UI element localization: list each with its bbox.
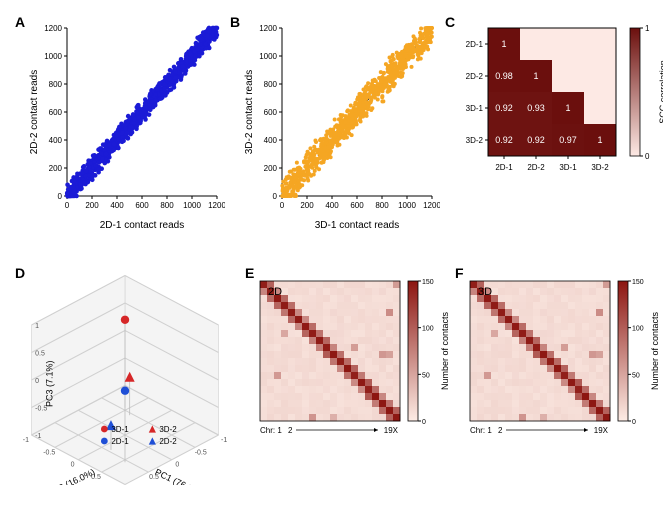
svg-text:0.98: 0.98 (495, 71, 513, 81)
svg-text:400: 400 (325, 201, 339, 210)
panel-E-heatmap: 2D Chr: 1 2 19X 0 50 100 150 Number of contacts (250, 275, 455, 475)
svg-text:3D-1: 3D-1 (466, 104, 484, 113)
panel-B-scatter: 00 200 200 400 400 600 600 800 800 1000 1000 1200 12… (240, 22, 440, 232)
svg-text:150: 150 (632, 279, 644, 286)
svg-text:3D-2: 3D-2 (466, 136, 484, 145)
svg-text:1200: 1200 (423, 201, 440, 210)
svg-text:Number of contacts: Number of contacts (440, 311, 450, 390)
svg-text:200: 200 (49, 164, 63, 173)
svg-text:0: 0 (632, 419, 636, 426)
svg-text:600: 600 (264, 108, 278, 117)
svg-text:PC2 (16.0%): PC2 (16.0%) (46, 467, 97, 485)
svg-text:PC3 (7.1%): PC3 (7.1%) (44, 360, 54, 407)
svg-text:3D: 3D (478, 286, 492, 298)
svg-text:0.93: 0.93 (527, 103, 545, 113)
svg-text:0: 0 (645, 152, 650, 161)
svg-text:200: 200 (264, 164, 278, 173)
svg-text:-1: -1 (23, 437, 29, 444)
svg-text:150: 150 (422, 279, 434, 286)
svg-text:1: 1 (501, 39, 506, 49)
svg-text:400: 400 (264, 136, 278, 145)
svg-text:3D-2: 3D-2 (159, 425, 177, 434)
svg-text:600: 600 (49, 108, 63, 117)
panel-label-B: B (230, 14, 240, 30)
svg-text:2D-1: 2D-1 (111, 437, 129, 446)
svg-text:1: 1 (565, 103, 570, 113)
svg-text:0: 0 (280, 201, 285, 210)
svg-text:2D-2 contact reads: 2D-2 contact reads (29, 70, 40, 155)
svg-text:0: 0 (65, 201, 70, 210)
svg-text:0: 0 (175, 462, 179, 469)
svg-text:1000: 1000 (44, 52, 62, 61)
svg-text:2D-2: 2D-2 (159, 437, 177, 446)
svg-text:3D-2: 3D-2 (591, 163, 609, 172)
svg-text:1200: 1200 (259, 24, 277, 33)
svg-text:2D-2: 2D-2 (466, 72, 484, 81)
svg-text:3D-1: 3D-1 (559, 163, 577, 172)
svg-text:600: 600 (135, 201, 149, 210)
svg-text:2D-1 contact reads: 2D-1 contact reads (100, 220, 185, 231)
svg-text:1000: 1000 (398, 201, 416, 210)
svg-text:Chr: 1: Chr: 1 (470, 426, 492, 435)
svg-text:2D: 2D (268, 286, 282, 298)
svg-text:1000: 1000 (259, 52, 277, 61)
svg-text:1200: 1200 (44, 24, 62, 33)
panel-C-heatmap: 1 0.98 1 0.92 0.93 1 0.92 0.92 0.97 1 2D-1 2D-2 3D-1… (448, 22, 663, 232)
svg-text:400: 400 (49, 136, 63, 145)
svg-text:400: 400 (110, 201, 124, 210)
svg-text:0.92: 0.92 (527, 135, 545, 145)
svg-text:800: 800 (264, 80, 278, 89)
svg-text:600: 600 (350, 201, 364, 210)
svg-text:0: 0 (71, 462, 75, 469)
svg-text:1: 1 (597, 135, 602, 145)
panel-F-heatmap: 3D Chr: 1 2 19X 0 50 100 150 Number of contacts (460, 275, 665, 475)
svg-text:-1: -1 (35, 433, 41, 440)
svg-text:2: 2 (498, 426, 503, 435)
svg-text:0.97: 0.97 (559, 135, 577, 145)
svg-text:SCC correlation: SCC correlation (658, 60, 663, 124)
svg-text:2D-1: 2D-1 (495, 163, 513, 172)
svg-text:0: 0 (58, 192, 63, 201)
svg-text:Chr: 1: Chr: 1 (260, 426, 282, 435)
svg-text:3D-2 contact reads: 3D-2 contact reads (244, 70, 255, 155)
svg-text:800: 800 (375, 201, 389, 210)
svg-text:0.92: 0.92 (495, 135, 513, 145)
svg-text:2: 2 (288, 426, 293, 435)
svg-text:0: 0 (273, 192, 278, 201)
svg-text:2D-1: 2D-1 (466, 40, 484, 49)
svg-text:-0.5: -0.5 (195, 449, 207, 456)
svg-text:1: 1 (35, 323, 39, 330)
svg-text:1200: 1200 (208, 201, 225, 210)
figure-root: A B C D E F 0020020040040060060080080010… (0, 0, 669, 507)
svg-text:3D-1: 3D-1 (111, 425, 129, 434)
svg-text:50: 50 (422, 372, 430, 379)
svg-text:0: 0 (422, 419, 426, 426)
panel-A-scatter: 00 200 200 400 400 600 600 800 800 1000 1000 1200 12… (25, 22, 225, 232)
panel-D-3d: -1-1-1-0.5-0.5-0.50000.50.50.5111PC1 (76… (15, 275, 235, 485)
svg-text:100: 100 (422, 326, 434, 333)
svg-text:800: 800 (49, 80, 63, 89)
svg-text:19X: 19X (594, 426, 609, 435)
svg-text:200: 200 (85, 201, 99, 210)
svg-text:-1: -1 (221, 437, 227, 444)
svg-text:3D-1 contact reads: 3D-1 contact reads (315, 220, 400, 231)
svg-text:50: 50 (632, 372, 640, 379)
svg-text:100: 100 (632, 326, 644, 333)
svg-text:0.5: 0.5 (35, 351, 45, 358)
svg-text:1000: 1000 (183, 201, 201, 210)
svg-text:19X: 19X (384, 426, 399, 435)
svg-text:1: 1 (645, 24, 650, 33)
svg-text:800: 800 (160, 201, 174, 210)
svg-text:Number of contacts: Number of contacts (650, 311, 660, 390)
svg-text:-0.5: -0.5 (43, 449, 55, 456)
svg-text:0: 0 (35, 378, 39, 385)
panel-label-A: A (15, 14, 25, 30)
svg-text:200: 200 (300, 201, 314, 210)
svg-text:PC1 (76.2%): PC1 (76.2%) (153, 467, 204, 485)
svg-text:0.92: 0.92 (495, 103, 513, 113)
svg-text:1: 1 (533, 71, 538, 81)
svg-text:2D-2: 2D-2 (527, 163, 545, 172)
